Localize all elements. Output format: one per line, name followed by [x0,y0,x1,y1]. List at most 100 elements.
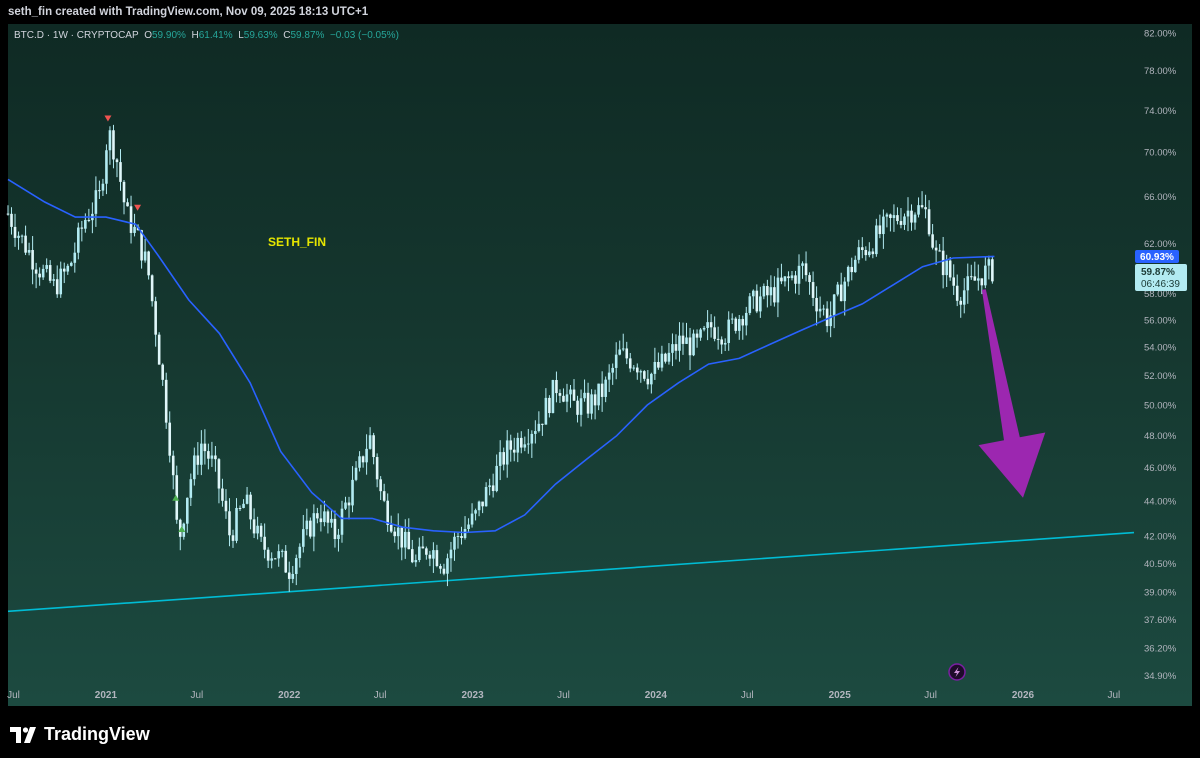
candle-body [407,531,411,550]
candle-body [896,215,899,222]
candle-body [129,206,133,233]
candle-body [302,529,305,547]
candle-body [252,519,256,534]
candle-body [484,487,488,507]
candle-body [843,281,847,302]
candle-body [787,276,790,279]
candle-body [263,536,266,550]
tradingview-logo[interactable]: TradingView [10,724,150,745]
candle-body [256,525,259,534]
candle-body [628,358,632,369]
candle-body [643,371,646,379]
candle-body [6,213,10,215]
candle-body [836,284,839,295]
candle-body [818,308,822,312]
y-tick-label: 50.00% [1144,401,1177,412]
candle-body [899,221,903,225]
candle-body [449,549,453,559]
candle-body [164,379,168,423]
candle-body [495,465,498,492]
candle-body [635,367,639,373]
candle-body [600,383,604,397]
candle-body [122,181,126,203]
candle-body [221,488,224,501]
candle-body [316,513,319,519]
candle-body [410,549,414,563]
candle-body [822,308,825,310]
candle-body [804,263,808,276]
candle-body [829,315,832,327]
candle-body [621,348,625,350]
candle-body [375,457,379,480]
candle-body [481,501,484,507]
signal-markers-layer [104,115,186,532]
candle-body [720,339,723,345]
candle-body [66,265,70,272]
candle-body [544,397,548,425]
candle-body [730,318,734,320]
candle-body [706,322,709,328]
candle-body [284,550,288,573]
candle-body [523,444,527,448]
candle-body [702,327,706,330]
candle-body [347,502,351,506]
candle-body [147,251,150,276]
candle-body [534,431,537,434]
candle-body [910,210,913,223]
candle-body [639,371,643,373]
candle-body [653,361,657,374]
candle-body [157,334,161,365]
candle-body [512,449,516,453]
candle-body [231,535,235,541]
high-value: 61.41% [198,30,233,41]
candle-body [864,249,868,256]
candle-body [938,250,941,252]
candle-body [421,546,425,549]
candle-body [242,503,245,508]
candle-body [287,572,291,579]
x-tick-label: 2024 [645,690,668,701]
low-label: L [238,30,244,41]
candle-body [294,558,298,574]
candle-body [688,337,692,356]
lightning-icon[interactable] [948,663,966,681]
candle-body [372,435,375,458]
candle-body [217,459,221,489]
candle-body [695,333,699,338]
candle-body [379,479,382,492]
candle-body [530,433,534,444]
candle-body [463,529,467,538]
candle-body [671,344,674,353]
candle-body [832,294,836,316]
candle-body [31,250,34,270]
candle-body [48,265,52,281]
candle-body [245,494,249,504]
candle-body [389,524,393,532]
candle-body [713,327,716,339]
candle-body [382,491,386,501]
candle-body [959,300,963,305]
y-tick-label: 52.00% [1144,371,1177,382]
candle-body [611,367,614,373]
candle-body [597,383,600,406]
candle-body [41,268,45,278]
candle-body [797,265,801,284]
candle-body [453,536,456,550]
open-label: O [144,30,152,41]
candle-body [112,130,115,160]
tradingview-icon [10,726,36,743]
candle-body [400,527,404,548]
candle-body [80,227,84,229]
candle-body [59,268,63,295]
candle-body [101,183,105,191]
candle-body [432,550,435,559]
y-tick-label: 74.00% [1144,106,1177,117]
open-value: 59.90% [152,30,186,41]
buy-signal-marker [172,494,180,501]
moving-average-layer [7,178,995,534]
candle-body [562,395,565,402]
candle-body [889,214,892,219]
candle-body [699,329,702,338]
x-tick-label: 2023 [461,690,484,701]
